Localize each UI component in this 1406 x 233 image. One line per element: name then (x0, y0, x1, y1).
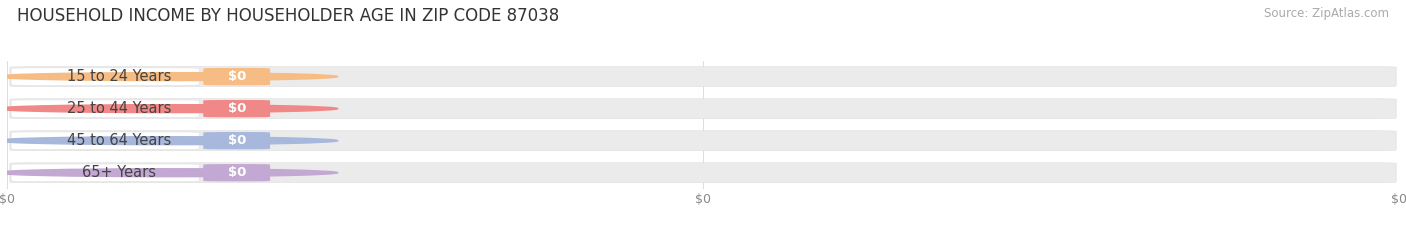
Text: $0: $0 (228, 70, 246, 83)
FancyBboxPatch shape (204, 68, 270, 85)
Text: 15 to 24 Years: 15 to 24 Years (67, 69, 172, 84)
Text: Source: ZipAtlas.com: Source: ZipAtlas.com (1264, 7, 1389, 20)
Text: $0: $0 (228, 102, 246, 115)
FancyBboxPatch shape (11, 132, 200, 149)
FancyBboxPatch shape (10, 163, 1396, 183)
Circle shape (0, 73, 337, 81)
Circle shape (0, 169, 337, 177)
FancyBboxPatch shape (11, 100, 200, 117)
Circle shape (0, 137, 337, 145)
Text: $0: $0 (228, 166, 246, 179)
FancyBboxPatch shape (204, 100, 270, 117)
FancyBboxPatch shape (10, 131, 1396, 151)
FancyBboxPatch shape (204, 132, 270, 149)
FancyBboxPatch shape (10, 67, 1396, 86)
FancyBboxPatch shape (11, 164, 200, 181)
Circle shape (0, 105, 337, 113)
Text: 25 to 44 Years: 25 to 44 Years (67, 101, 172, 116)
FancyBboxPatch shape (10, 99, 1396, 119)
FancyBboxPatch shape (204, 164, 270, 181)
Text: 45 to 64 Years: 45 to 64 Years (67, 133, 172, 148)
Text: 65+ Years: 65+ Years (82, 165, 156, 180)
Text: HOUSEHOLD INCOME BY HOUSEHOLDER AGE IN ZIP CODE 87038: HOUSEHOLD INCOME BY HOUSEHOLDER AGE IN Z… (17, 7, 560, 25)
Text: $0: $0 (228, 134, 246, 147)
FancyBboxPatch shape (11, 68, 200, 85)
